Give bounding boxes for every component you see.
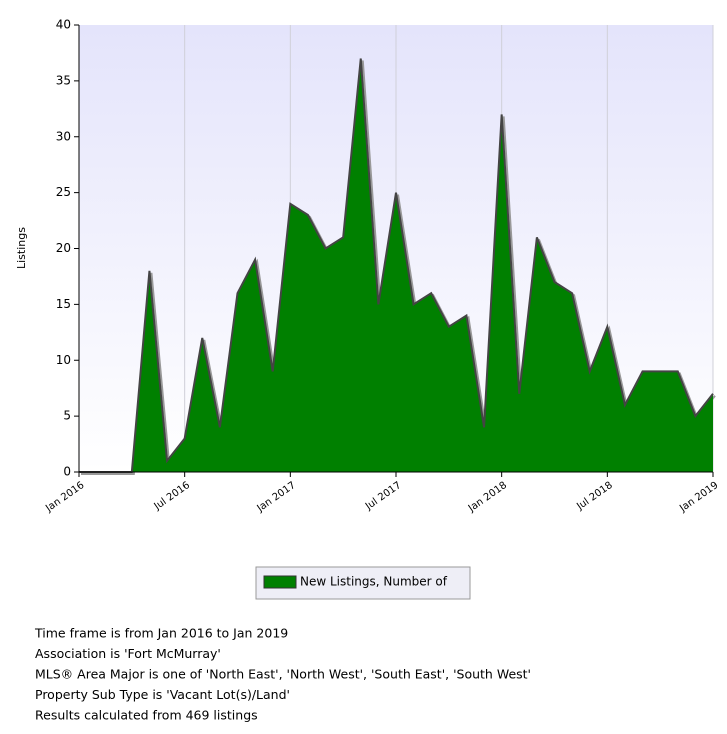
- y-tick-label: 35: [56, 73, 71, 87]
- area-outline: [79, 58, 714, 473]
- y-tick-label: 10: [56, 353, 71, 367]
- x-tick-label: Jan 2018: [466, 480, 509, 515]
- footer-line: Results calculated from 469 listings: [35, 708, 258, 723]
- x-tick-label: Jan 2017: [255, 480, 298, 515]
- x-tick-label: Jul 2018: [574, 480, 614, 513]
- footer-line: Time frame is from Jan 2016 to Jan 2019: [34, 626, 288, 641]
- y-tick-label: 40: [56, 18, 71, 32]
- y-axis-label: Listings: [15, 227, 28, 269]
- footer-line: Property Sub Type is 'Vacant Lot(s)/Land…: [35, 687, 290, 702]
- x-tick-label: Jan 2016: [43, 480, 86, 515]
- legend-swatch: [263, 575, 297, 589]
- x-tick-label: Jul 2016: [152, 480, 192, 513]
- y-tick-label: 25: [56, 185, 71, 199]
- area: [79, 58, 713, 473]
- y-tick-label: 5: [63, 409, 71, 423]
- y-tick-label: 30: [56, 129, 71, 143]
- footer-line: Association is 'Fort McMurray': [35, 646, 221, 661]
- footer-line: MLS® Area Major is one of 'North East', …: [35, 667, 531, 682]
- legend-label: New Listings, Number of: [300, 575, 448, 589]
- x-tick-label: Jan 2019: [677, 480, 720, 515]
- y-tick-label: 15: [56, 297, 71, 311]
- y-tick-label: 20: [56, 241, 71, 255]
- x-tick-label: Jul 2017: [363, 480, 403, 513]
- y-tick-label: 0: [63, 465, 71, 479]
